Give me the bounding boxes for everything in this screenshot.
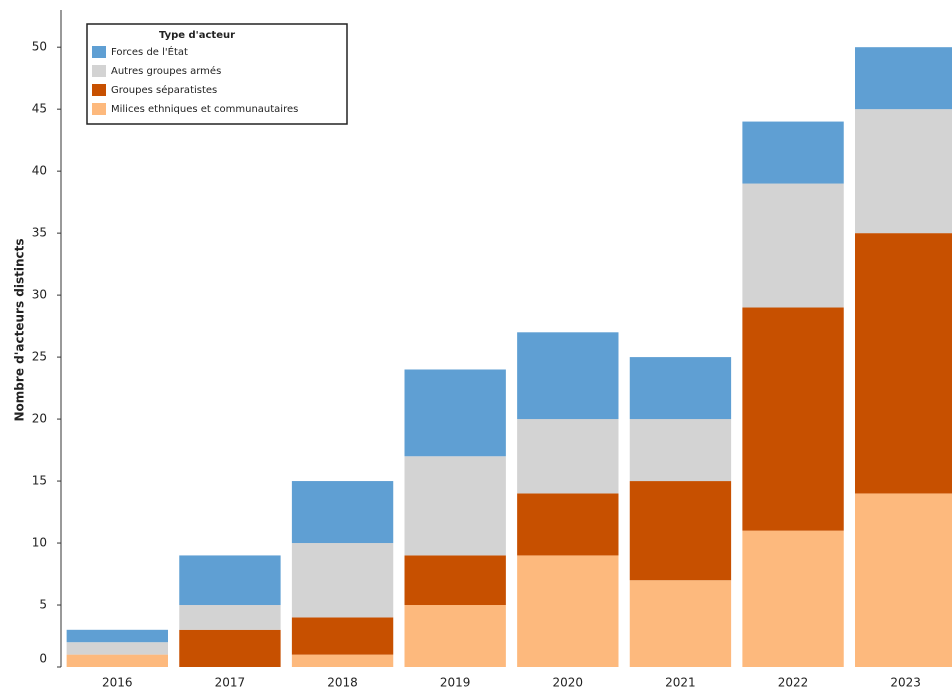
bar-segment: [742, 307, 844, 531]
y-tick-label: 35: [32, 226, 47, 240]
bar-segment: [855, 47, 952, 110]
legend-title: Type d'acteur: [159, 30, 235, 41]
bar-segment: [404, 456, 506, 556]
bar-segment: [291, 654, 394, 667]
x-tick-label: 2022: [778, 676, 809, 689]
legend-swatch: [92, 65, 106, 77]
legend-swatch: [92, 103, 106, 115]
bar-segment: [517, 493, 619, 556]
bar-segment: [629, 481, 732, 581]
bar-segment: [517, 419, 619, 494]
bar-segment: [855, 233, 952, 494]
bar-segment: [742, 183, 844, 308]
bar-segment: [855, 493, 952, 667]
bar-segment: [855, 109, 952, 234]
y-tick-label: 0: [39, 652, 47, 666]
y-tick-label: 25: [32, 350, 47, 364]
bar-segment: [291, 617, 394, 655]
x-tick-label: 2019: [440, 676, 471, 689]
bar-segment: [404, 369, 506, 457]
bar-segment: [66, 642, 168, 655]
y-tick-label: 15: [32, 474, 47, 488]
bar-segment: [66, 629, 168, 643]
bar-segment: [179, 555, 281, 606]
legend-box: [86, 23, 348, 125]
bar-segment: [517, 555, 619, 667]
bar-segment: [179, 629, 281, 667]
bar-segment: [629, 580, 732, 667]
bar-segment: [629, 357, 732, 420]
x-tick-label: 2020: [553, 676, 584, 689]
bar-segment: [517, 332, 619, 420]
y-tick-label: 30: [32, 288, 47, 302]
bar-segment: [66, 654, 168, 667]
legend-label: Forces de l'État: [111, 45, 188, 58]
x-tick-label: 2021: [665, 676, 696, 689]
legend-swatch: [92, 84, 106, 96]
bar-segment: [291, 481, 394, 544]
x-tick-label: 2023: [890, 676, 921, 689]
y-tick-label: 40: [32, 164, 47, 178]
bar-segment: [179, 605, 281, 630]
y-tick-label: 5: [39, 598, 47, 612]
y-tick-label: 45: [32, 102, 47, 116]
y-tick-label: 20: [32, 412, 47, 426]
bar-segment: [291, 543, 394, 618]
bar-segment: [742, 121, 844, 184]
bar-segment: [629, 419, 732, 482]
bar-segment: [404, 605, 506, 667]
x-tick-label: 2017: [215, 676, 246, 689]
legend-label: Autres groupes armés: [111, 65, 221, 77]
legend-label: Milices ethniques et communautaires: [111, 104, 298, 115]
x-tick-label: 2018: [327, 676, 358, 689]
legend-swatch: [92, 46, 106, 58]
bar-segment: [404, 555, 506, 606]
y-tick-label: 50: [32, 40, 47, 54]
x-tick-label: 2016: [102, 676, 133, 689]
legend-label: Groupes séparatistes: [111, 84, 217, 96]
y-axis-label: Nombre d'acteurs distincts: [13, 239, 27, 422]
bar-segment: [742, 530, 844, 667]
y-tick-label: 10: [32, 536, 47, 550]
